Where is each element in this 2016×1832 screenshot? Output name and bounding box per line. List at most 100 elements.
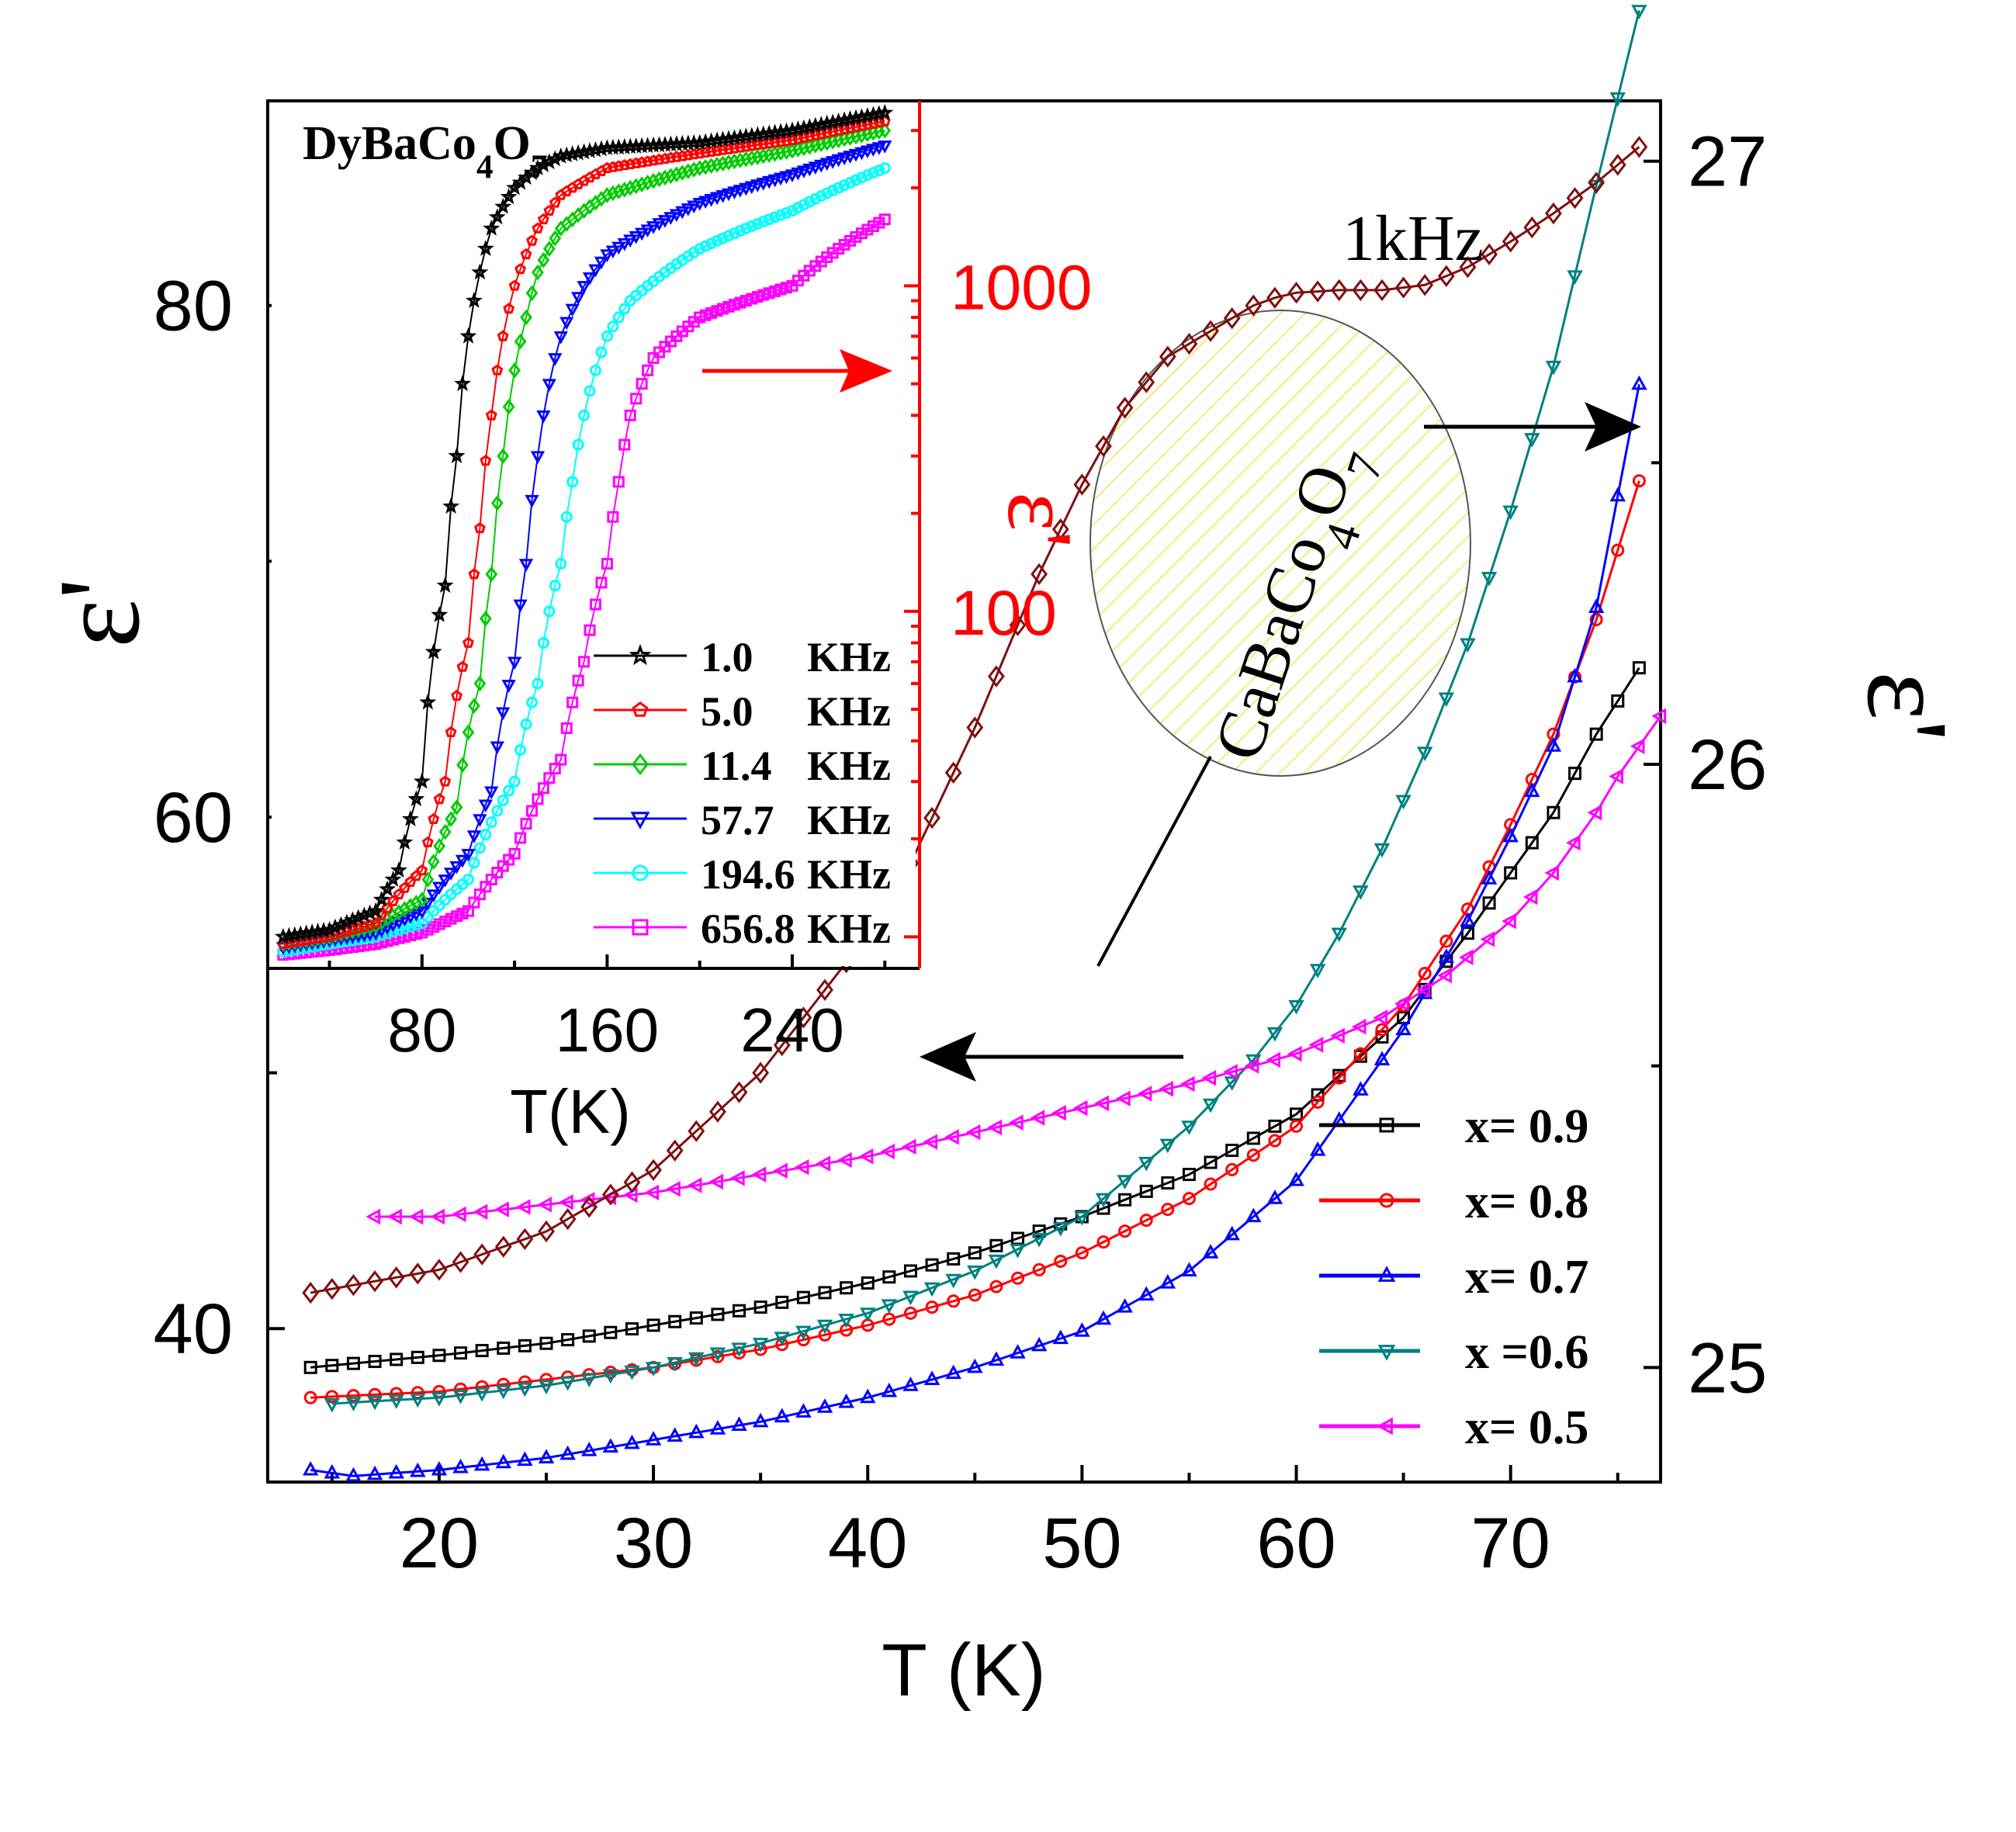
data-point [1309, 280, 1327, 303]
inset-data-point [384, 870, 402, 887]
inset-data-point [450, 799, 463, 816]
inset-data-point [612, 183, 625, 199]
inset-data-point [785, 169, 800, 183]
data-point [1481, 870, 1498, 885]
main-legend: x= 0.9 x= 0.8 x= 0.7 x =0.6 x= 0.5 [1319, 1100, 1588, 1454]
inset-data-point [582, 272, 598, 286]
data-point [752, 1412, 769, 1428]
inset-y-tick-label: 1000 [951, 252, 1092, 323]
data-point [1182, 1192, 1196, 1206]
inset-data-point [657, 215, 673, 228]
data-point [623, 1171, 641, 1193]
data-point [303, 1360, 317, 1374]
inset-data-point [555, 558, 567, 570]
data-point [923, 1134, 938, 1150]
inset-data-point [636, 156, 648, 168]
data-point [410, 1350, 424, 1364]
inset-legend-unit: KHz [807, 634, 891, 681]
inset-data-point [612, 160, 625, 171]
ellipse-pointer-line [1096, 756, 1212, 967]
inset-data-point [739, 182, 753, 196]
data-point [1139, 1184, 1153, 1198]
inset-data-point [808, 161, 823, 175]
inset-legend-unit: KHz [807, 906, 891, 952]
data-point [1118, 1193, 1132, 1207]
data-point [408, 1208, 424, 1225]
inset-data-point [821, 126, 833, 138]
data-point [452, 1458, 469, 1474]
inset-data-point [853, 108, 871, 125]
data-point [1482, 896, 1496, 910]
inset-data-point [623, 234, 638, 248]
inset-data-point [565, 303, 580, 317]
data-point [624, 1365, 640, 1380]
data-point [1525, 836, 1539, 850]
inset-data-point [530, 451, 546, 465]
data-point [559, 1376, 576, 1391]
data-point [1588, 171, 1606, 194]
inset-data-point [502, 398, 515, 415]
legend-label: x= 0.7 [1465, 1251, 1588, 1304]
data-point [452, 1389, 469, 1404]
inset-data-point [767, 174, 782, 188]
inset-data-point [525, 696, 538, 708]
inset-data-point [833, 124, 845, 136]
data-point [325, 1359, 339, 1373]
data-point [601, 1183, 619, 1206]
data-point [431, 1392, 448, 1407]
data-point [1373, 843, 1391, 858]
highlight-ellipse [1089, 310, 1471, 777]
inset-y-tick-label: 100 [951, 578, 1057, 649]
inset-data-point [612, 476, 625, 488]
data-point [1480, 931, 1495, 947]
data-point [1139, 1214, 1153, 1228]
inset-data-point [867, 167, 879, 179]
inset-data-point [836, 111, 853, 128]
data-point [1439, 934, 1453, 948]
data-point [752, 1338, 769, 1352]
inset-data-point [826, 156, 840, 169]
data-point [1225, 1162, 1239, 1176]
data-point [1051, 518, 1069, 541]
legend-label: x =0.6 [1465, 1326, 1588, 1379]
data-point [1054, 1255, 1068, 1269]
data-point [1609, 92, 1626, 107]
inset-data-point [379, 880, 397, 897]
inset-data-point [513, 599, 528, 613]
data-point [903, 1306, 917, 1320]
inset-data-point [421, 871, 435, 888]
inset-legend-entry: 5.0 KHz [594, 688, 891, 735]
inset-data-point [369, 927, 383, 941]
data-point [495, 1384, 512, 1400]
inset-data-point [367, 902, 385, 919]
inset-data-point [821, 187, 833, 199]
data-point [816, 1319, 833, 1335]
data-point [388, 1463, 404, 1479]
y-right-tick-label: 27 [1688, 123, 1767, 202]
inset-data-point [818, 114, 836, 131]
data-point [561, 1333, 575, 1347]
data-point [667, 1356, 683, 1372]
main-x-axis-label: T (K) [882, 1629, 1046, 1712]
series-x-0-7 [302, 375, 1647, 1482]
inset-data-point [746, 220, 758, 232]
data-point [796, 1333, 810, 1347]
inset-data-point [364, 919, 376, 930]
data-point [1223, 1064, 1238, 1080]
data-point [1051, 1105, 1066, 1121]
inset-legend-marker [630, 812, 650, 829]
data-point [667, 1427, 683, 1442]
inset-data-point [704, 193, 719, 207]
inset-data-point [629, 178, 643, 195]
data-point [431, 1460, 448, 1476]
data-point [1244, 1058, 1259, 1074]
inset-data-point [844, 176, 857, 189]
inset-data-point [601, 161, 613, 173]
inset-x-tick-label: 240 [740, 996, 843, 1065]
data-point [645, 1158, 662, 1182]
inset-data-point [566, 476, 579, 488]
inset-data-point [456, 757, 469, 774]
data-point [1072, 1100, 1088, 1117]
x-tick-label: 60 [1256, 1504, 1335, 1583]
inset-data-point [468, 568, 480, 580]
